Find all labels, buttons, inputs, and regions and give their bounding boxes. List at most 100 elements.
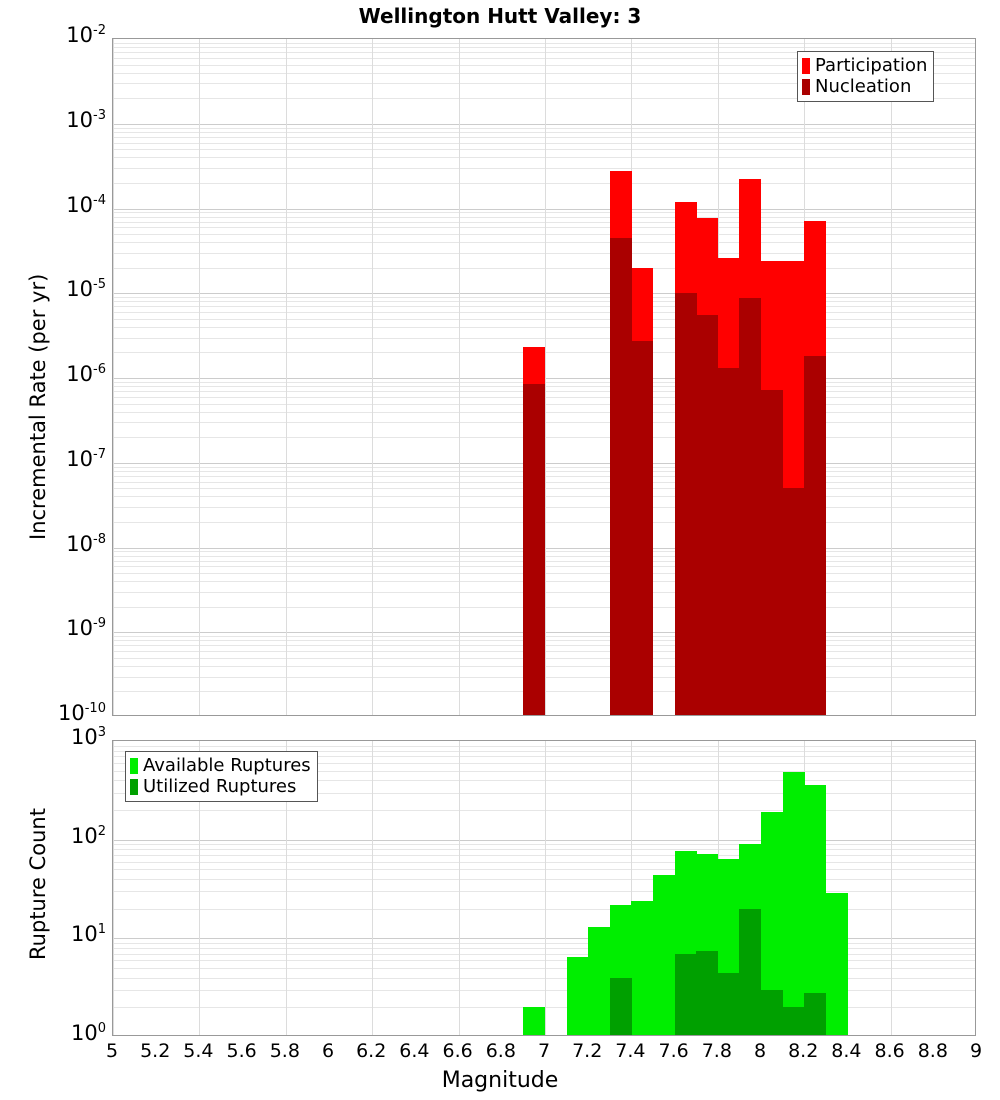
x-tick-label: 7.6 xyxy=(658,1040,689,1062)
gridline-horizontal xyxy=(113,849,975,850)
gridline-horizontal xyxy=(113,98,975,99)
y-tick-label-top: 10-8 xyxy=(66,531,106,556)
gridline-horizontal xyxy=(113,132,975,133)
gridline-horizontal xyxy=(113,137,975,138)
bar-utilized-ruptures xyxy=(783,1007,805,1035)
bar-available-ruptures xyxy=(826,893,848,1035)
y-tick-label-bottom: 100 xyxy=(70,1021,106,1045)
x-tick-label: 5.4 xyxy=(183,1040,214,1062)
gridline-horizontal xyxy=(113,157,975,158)
utilized-ruptures-color-swatch xyxy=(130,778,138,795)
gridline-horizontal xyxy=(113,862,975,863)
x-tick-label: 9 xyxy=(969,1040,983,1062)
bar-nucleation xyxy=(610,238,632,715)
gridline-vertical xyxy=(286,741,287,1035)
bar-available-ruptures xyxy=(761,812,783,1035)
bar-utilized-ruptures xyxy=(675,954,697,1035)
bar-utilized-ruptures xyxy=(718,973,740,1035)
x-tick-label: 8.8 xyxy=(917,1040,948,1062)
bar-utilized-ruptures xyxy=(804,993,826,1035)
gridline-horizontal xyxy=(113,948,975,949)
bar-nucleation xyxy=(675,293,697,715)
bar-nucleation xyxy=(696,315,718,715)
y-tick-label-bottom: 102 xyxy=(70,823,106,848)
x-axis-title: Magnitude xyxy=(441,1068,559,1093)
gridline-horizontal xyxy=(113,297,975,298)
gridline-vertical xyxy=(545,39,546,715)
legend-label-available-ruptures: Available Ruptures xyxy=(143,755,311,776)
gridline-horizontal xyxy=(113,938,975,939)
gridline-horizontal xyxy=(113,891,975,892)
gridline-horizontal xyxy=(113,990,975,991)
gridline-vertical xyxy=(459,741,460,1035)
gridline-horizontal xyxy=(113,978,975,979)
gridline-horizontal xyxy=(113,844,975,845)
legend-item-utilized-ruptures: Utilized Ruptures xyxy=(130,776,311,797)
x-tick-label: 8 xyxy=(753,1040,767,1062)
gridline-horizontal xyxy=(113,222,975,223)
y-tick-label-top: 10-10 xyxy=(58,701,106,725)
bar-nucleation xyxy=(739,298,761,715)
page-title: Wellington Hutt Valley: 3 xyxy=(358,4,642,28)
bar-nucleation xyxy=(523,384,545,715)
gridline-vertical xyxy=(199,39,200,715)
x-tick-label: 6.8 xyxy=(485,1040,516,1062)
gridline-vertical xyxy=(286,39,287,715)
legend-item-participation: Participation xyxy=(802,55,927,76)
bar-utilized-ruptures xyxy=(696,951,718,1035)
bar-nucleation xyxy=(718,368,740,715)
gridline-vertical xyxy=(372,39,373,715)
gridline-horizontal xyxy=(113,47,975,48)
bottom-chart-y-tick-labels: 103 102 101 100 xyxy=(0,0,106,1060)
gridline-horizontal xyxy=(113,746,975,747)
gridline-horizontal xyxy=(113,183,975,184)
gridline-vertical xyxy=(113,39,114,715)
gridline-horizontal xyxy=(113,227,975,228)
gridline-horizontal xyxy=(113,293,975,294)
y-tick-label-top: 10-7 xyxy=(66,446,106,471)
gridline-horizontal xyxy=(113,253,975,254)
bottom-chart-legend: Available Ruptures Utilized Ruptures xyxy=(125,751,318,803)
gridline-vertical xyxy=(631,741,632,1035)
x-tick-label: 5 xyxy=(105,1040,119,1062)
gridline-horizontal xyxy=(113,58,975,59)
nucleation-color-swatch xyxy=(802,78,810,95)
bar-utilized-ruptures xyxy=(761,990,783,1035)
bar-nucleation xyxy=(631,341,653,715)
bar-nucleation xyxy=(761,390,783,715)
gridline-horizontal xyxy=(113,212,975,213)
top-chart-plot-area: Participation Nucleation xyxy=(112,38,976,716)
bottom-chart-y-axis-title: Rupture Count xyxy=(26,808,50,960)
x-tick-label: 5.2 xyxy=(140,1040,171,1062)
legend-item-nucleation: Nucleation xyxy=(802,76,927,97)
gridline-vertical xyxy=(372,741,373,1035)
bar-utilized-ruptures xyxy=(739,909,761,1035)
legend-label-participation: Participation xyxy=(815,55,928,76)
gridline-horizontal xyxy=(113,149,975,150)
gridline-horizontal xyxy=(113,756,975,757)
y-tick-label-top: 10-4 xyxy=(66,192,106,217)
x-tick-label: 6.4 xyxy=(399,1040,430,1062)
y-tick-label-top: 10-2 xyxy=(66,23,106,47)
y-tick-label-bottom: 101 xyxy=(70,922,106,947)
gridline-horizontal xyxy=(113,128,975,129)
gridline-vertical xyxy=(891,39,892,715)
legend-label-utilized-ruptures: Utilized Ruptures xyxy=(143,776,297,798)
gridline-horizontal xyxy=(113,869,975,870)
gridline-horizontal xyxy=(113,268,975,269)
gridline-horizontal xyxy=(113,209,975,210)
legend-item-available-ruptures: Available Ruptures xyxy=(130,755,311,776)
gridline-horizontal xyxy=(113,306,975,307)
x-tick-label: 6 xyxy=(321,1040,335,1062)
gridline-horizontal xyxy=(113,234,975,235)
y-tick-label-top: 10-3 xyxy=(66,107,106,132)
bar-nucleation xyxy=(783,488,805,715)
bottom-chart-gridlines xyxy=(113,741,975,1035)
x-tick-label: 8.2 xyxy=(788,1040,819,1062)
gridline-horizontal xyxy=(113,319,975,320)
gridline-vertical xyxy=(891,741,892,1035)
gridline-horizontal xyxy=(113,73,975,74)
gridline-horizontal xyxy=(113,83,975,84)
top-chart-y-tick-labels: 10-2 10-3 10-4 10-5 10-6 10-7 10-8 10-9 10-10 xyxy=(0,0,106,760)
